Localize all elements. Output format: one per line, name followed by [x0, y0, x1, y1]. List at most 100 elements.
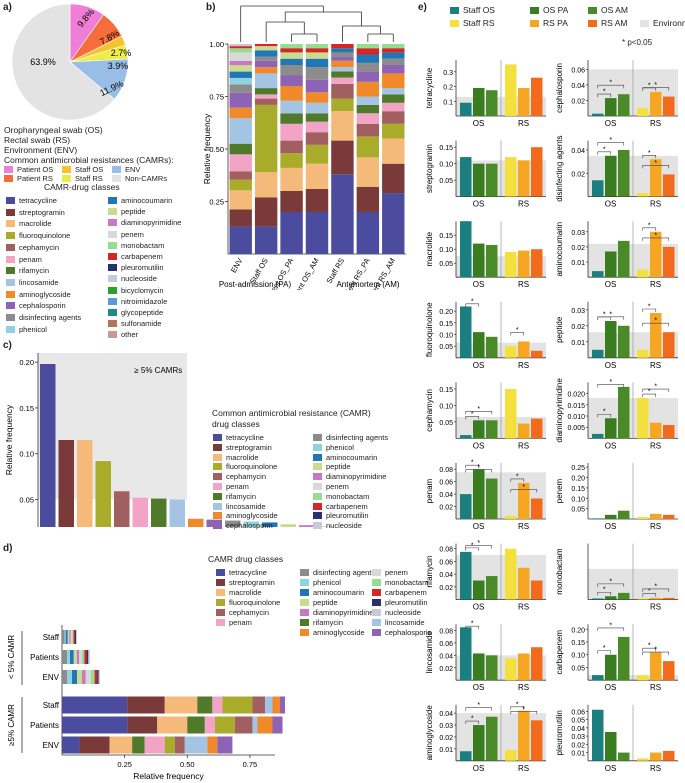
e-bar-rs-am	[663, 514, 675, 519]
b-category-label: ENV	[229, 257, 245, 275]
d-segment-aminoglycoside	[272, 696, 281, 714]
e-legend-staff-os-swatch	[450, 6, 459, 14]
b-stack-segment-tetracycline	[229, 226, 252, 254]
d-legend-carbapenem: carbapenem	[372, 588, 427, 597]
b-stack-segment-diaminopyrimidine	[229, 60, 252, 66]
d-legend-aminocoumarin-label: aminocoumarin	[313, 588, 365, 597]
b-stack-segment-cephalosporin	[280, 75, 303, 86]
e-subplot-streptogramin: 0.05 0.10 0.15 OS RS streptogramin	[425, 140, 546, 209]
e-sig-bracket	[465, 547, 480, 551]
d-row-label: Patients	[30, 653, 59, 662]
e-bar-rs-pa	[650, 652, 662, 681]
e-y-tick-label: 0.010	[567, 414, 585, 421]
d-segment-aminoglycoside	[257, 716, 273, 734]
e-sig-star: *	[609, 622, 612, 629]
class-legend-glycopeptide-swatch	[108, 309, 117, 316]
c-legend-aminoglycoside: aminoglycoside	[213, 511, 278, 520]
d-legend-penam-swatch	[216, 619, 225, 626]
e-y-tick-label: 0.05	[439, 178, 453, 185]
class-legend-lincosamide: lincosamide	[6, 278, 59, 287]
d-row-label: Patients	[30, 721, 59, 730]
b-stack-segment-rifamycin	[356, 104, 380, 114]
e-y-tick-label: 0.15	[439, 233, 453, 240]
e-group-label-rs: RS	[518, 441, 529, 450]
e-y-tick-label: 0.02	[439, 735, 453, 742]
b-stack-segment-aminocoumarin	[229, 71, 252, 78]
e-sig-star: *	[648, 222, 651, 229]
c-legend-diaminopyrimidine: diaminopyrimidine	[313, 472, 386, 481]
b-stack-segment-carbapenem	[305, 48, 329, 53]
b-stack-segment-streptogramin	[305, 188, 329, 212]
d-legend-penem-swatch	[372, 569, 381, 576]
e-legend-staff-rs-label: Staff RS	[463, 18, 495, 28]
e-sig-star: *	[603, 89, 606, 96]
b-stack-segment-peptide	[229, 65, 252, 72]
e-legend-os-am: OS AM	[588, 5, 628, 15]
class-legend-carbapenem: carbapenem	[108, 252, 163, 261]
e-subplot-title: pleuromutilin	[555, 710, 564, 755]
e-y-tick-label: 0.02	[571, 171, 585, 178]
e-sig-star: *	[603, 312, 606, 319]
d-legend-rifamycin: rifamycin	[300, 618, 343, 627]
d-segment-aminocoumarin	[70, 650, 74, 664]
e-sig-bracket	[597, 151, 612, 155]
class-legend-pleuromutilin-label: pleuromutilin	[121, 263, 164, 273]
e-bar-os-am	[486, 716, 498, 761]
d-segment-carbapenem	[73, 630, 76, 644]
e-bar-os-am	[486, 576, 498, 600]
e-sig-star: *	[654, 647, 657, 654]
b-stack-segment-cephalosporin	[356, 71, 380, 82]
class-legend-tetracycline-label: tetracycline	[19, 196, 57, 205]
pie-value-label: 3.9%	[108, 61, 129, 71]
b-stack-segment-penam	[331, 77, 354, 84]
d-legend-streptogramin: streptogramin	[216, 578, 275, 587]
d-row-label: ENV	[43, 673, 60, 682]
e-sig-bracket	[465, 464, 480, 469]
e-group-label-rs: RS	[518, 683, 529, 692]
d-segment-lincosamide	[264, 696, 273, 714]
e-y-tick-label: 0.15	[439, 387, 453, 394]
e-sig-star: *	[654, 384, 657, 391]
d-legend-title: CAMR drug classes	[208, 554, 284, 564]
e-bar-staff-rs	[637, 349, 649, 358]
e-sig-star: *	[648, 304, 651, 311]
class-legend-peptide-swatch	[108, 208, 117, 216]
d-legend-fluoroquinolone-swatch	[216, 599, 225, 606]
pie-legend-non-camrs: Non-CAMRs	[112, 174, 167, 183]
e-sig-bracket	[642, 227, 657, 231]
pie-legend-patient-rs: Patient RS	[4, 174, 53, 183]
e-subplot-title: tetracycline	[425, 67, 434, 108]
e-group-label-os: OS	[605, 764, 617, 773]
d-segment-diaminopyrimidine	[69, 630, 71, 644]
d-segment-monobactam	[72, 630, 74, 644]
c-bar-tetracycline	[40, 363, 56, 527]
e-y-tick-label: 0.04	[439, 492, 453, 499]
e-subplot-title: penam	[425, 478, 434, 503]
e-bar-staff-os	[460, 551, 472, 600]
d-segment-penem	[85, 670, 91, 684]
b-stack-segment-disinfecting-agents	[382, 58, 405, 65]
d-legend-cephamycin-label: cephamycin	[229, 608, 270, 617]
c-legend-carbapenem-label: carbapenem	[326, 501, 368, 511]
c-legend-rifamycin: rifamycin	[213, 492, 256, 501]
pie-value-label: 2.7%	[111, 48, 132, 58]
class-legend-aminocoumarin-swatch	[108, 197, 117, 204]
d-segment-peptide	[67, 630, 70, 644]
c-legend-aminocoumarin-swatch	[313, 453, 322, 461]
class-legend-cephalosporin-label: cephalosporin	[19, 301, 66, 311]
pie-legend-non-camrs-swatch	[112, 175, 121, 182]
e-bar-staff-os	[460, 494, 472, 519]
b-stack-segment-phenicol	[229, 77, 252, 85]
e-y-tick-label: 0.02	[439, 666, 453, 673]
panel-d-label: d)	[3, 543, 13, 554]
e-legend-staff-os: Staff OS	[450, 5, 495, 15]
b-stack-segment-aminoglycoside	[331, 60, 354, 68]
e-sig-star: *	[654, 232, 657, 239]
d-legend-tetracycline-label: tetracycline	[229, 568, 267, 577]
d-legend-diaminopyrimidine-swatch	[300, 609, 309, 616]
d-legend-lincosamide: lincosamide	[372, 618, 425, 627]
e-group-label-rs: RS	[650, 764, 661, 773]
d-segment-nucleoside	[76, 630, 78, 644]
e-y-tick-label: 0.04	[439, 572, 453, 579]
